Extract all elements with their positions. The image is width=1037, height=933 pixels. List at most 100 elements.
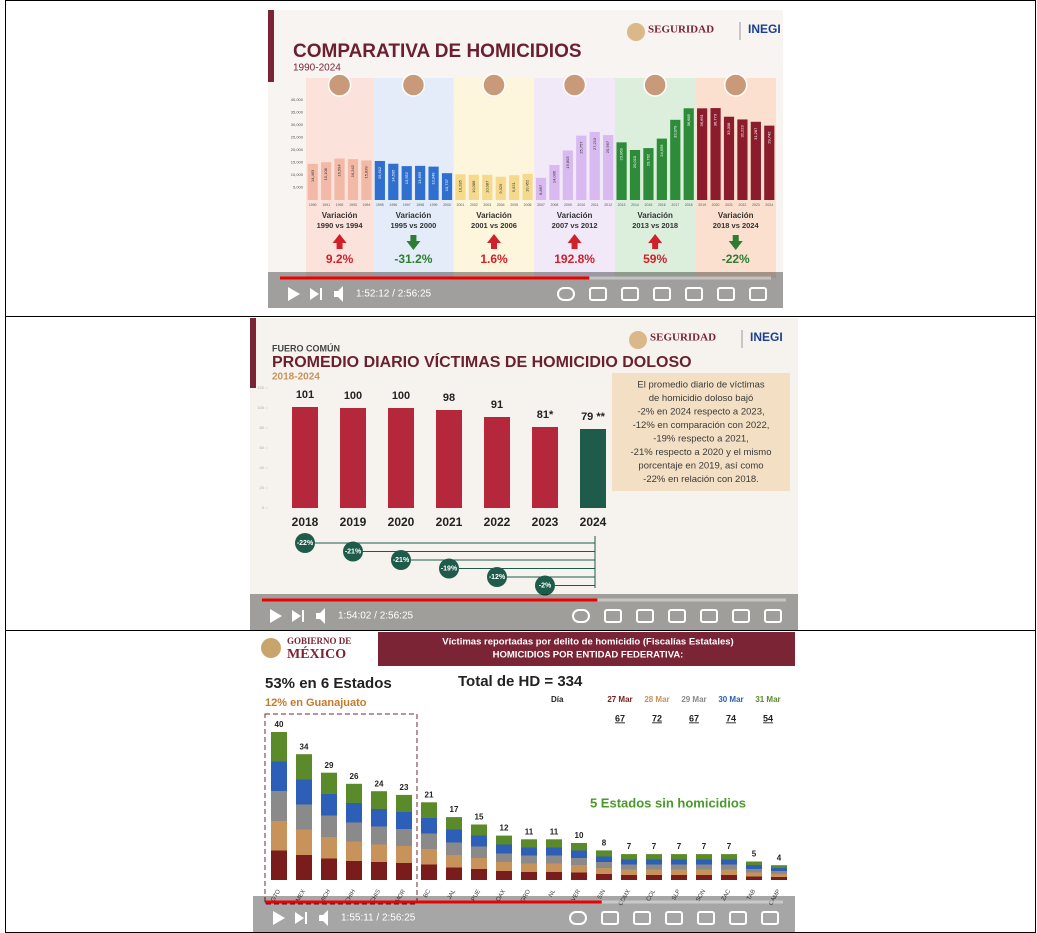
value-label: 9,921 — [511, 181, 516, 192]
note-line: -12% en comparación con 2022, — [633, 420, 770, 431]
x-tick-label: 2020 — [712, 203, 720, 207]
value-label: 98 — [443, 392, 455, 404]
accent-stripe — [250, 318, 256, 388]
y-tick-label: 15,000 — [291, 160, 304, 165]
x-tick-label: 2016 — [658, 203, 666, 207]
accent-stripe — [268, 10, 274, 82]
value-label: 14,006 — [551, 170, 556, 183]
x-tick-label: 1994 — [363, 203, 371, 207]
value-label: 10,452 — [525, 179, 530, 192]
section-label: FUERO COMÚN — [272, 342, 340, 353]
x-tick-label: 2024 — [580, 515, 607, 529]
stacked-bar — [721, 854, 737, 880]
value-label: 81* — [537, 409, 554, 421]
value-label: 8,867 — [538, 184, 543, 195]
y-tick-label: 40,000 — [291, 97, 304, 102]
bar — [436, 410, 462, 508]
portrait — [329, 74, 351, 96]
note-line: -22% en relación con 2018. — [643, 474, 759, 485]
left-subtitle: 12% en Guanajuato — [265, 697, 367, 709]
variation-label: Variación — [718, 211, 754, 220]
total-label: 7 — [702, 842, 707, 851]
value-label: 14,463 — [310, 169, 315, 182]
video-frame: SEGURIDADINEGIFUERO COMÚNPROMEDIO DIARIO… — [250, 318, 798, 630]
header-line: Víctimas reportadas por delito de homici… — [442, 637, 733, 648]
value-label: 29,742 — [766, 131, 771, 144]
value-label: 23,063 — [619, 147, 624, 160]
video-frame: GOBIERNO DEMÉXICOVíctimas reportadas por… — [253, 632, 795, 932]
x-tick-label: 2021 — [436, 515, 463, 529]
value-label: 14,505 — [390, 169, 395, 182]
y-tick-label: 20,000 — [291, 147, 304, 152]
note-line: de homicidio doloso bajó — [649, 393, 754, 404]
stacked-bar — [546, 839, 562, 880]
variation-period: 1995 vs 2000 — [390, 221, 436, 230]
change-label: -19% — [441, 565, 458, 572]
y-tick-label: 20 — [260, 485, 265, 490]
value-label: 10,087 — [484, 180, 489, 193]
stacked-bar — [496, 836, 512, 880]
title: COMPARATIVA DE HOMICIDIOS — [293, 41, 582, 62]
total-label: 11 — [525, 827, 534, 836]
value-label: 36,661 — [699, 113, 704, 126]
variation-value: -22% — [722, 252, 750, 266]
logo-text: INEGI — [750, 330, 783, 344]
change-label: -12% — [489, 574, 506, 581]
variation-period: 2013 vs 2018 — [632, 221, 678, 230]
x-tick-label: 2013 — [618, 203, 626, 207]
x-tick-label: 2008 — [551, 203, 559, 207]
x-tick-label: 2024 — [765, 203, 773, 207]
value-label: 101 — [296, 389, 314, 401]
time-display: 1:54:02 / 2:56:25 — [338, 611, 414, 622]
y-tick-label: 100 — [257, 405, 264, 410]
variation-label: Variación — [557, 211, 593, 220]
portrait — [564, 74, 586, 96]
stacked-bar — [446, 817, 462, 880]
y-tick-label: 5,000 — [293, 185, 304, 190]
value-label: 25,757 — [578, 141, 583, 154]
value-label: 36,773 — [713, 113, 718, 126]
stacked-bar — [696, 854, 712, 880]
total-label: 34 — [300, 742, 309, 751]
stacked-bar — [596, 850, 612, 880]
x-tick-label: 2014 — [631, 203, 639, 207]
value-label: 100 — [392, 390, 410, 402]
stacked-bar — [571, 843, 587, 880]
stacked-bar — [771, 865, 787, 880]
note: 5 Estados sin homicidios — [590, 795, 746, 810]
variation-label: Variación — [396, 211, 432, 220]
x-tick-label: 1993 — [349, 203, 357, 207]
variation-period: 1990 vs 1994 — [317, 221, 364, 230]
day-total: 67 — [615, 713, 625, 723]
variation-label: Variación — [476, 211, 512, 220]
stacked-bar — [271, 732, 287, 880]
x-tick-label: 2021 — [725, 203, 733, 207]
value-label: 100 — [344, 390, 362, 402]
x-tick-label: 2002 — [470, 203, 478, 207]
total-label: 7 — [627, 842, 632, 851]
total-label: 11 — [550, 827, 559, 836]
stacked-bar — [346, 784, 362, 880]
variation-value: -31.2% — [394, 252, 432, 266]
x-tick-label: 1990 — [309, 203, 317, 207]
bar — [532, 427, 558, 508]
bar — [292, 407, 318, 508]
value-label: 15,839 — [363, 166, 368, 179]
value-label: 10,088 — [471, 180, 476, 193]
video-frame: SEGURIDADINEGICOMPARATIVA DE HOMICIDIOS1… — [268, 10, 783, 308]
x-tick-label: 2003 — [483, 203, 491, 207]
note-line: -21% respecto a 2020 y el mismo — [631, 447, 772, 458]
total-label: 12 — [500, 824, 509, 833]
variation-value: 9.2% — [326, 252, 354, 266]
bar — [340, 408, 366, 508]
x-tick-label: 2007 — [537, 203, 545, 207]
variation-label: Variación — [322, 211, 358, 220]
stacked-bar — [671, 854, 687, 880]
x-tick-label: 1999 — [430, 203, 438, 207]
x-tick-label: 2023 — [532, 515, 559, 529]
x-tick-label: 1998 — [416, 203, 424, 207]
seal-icon — [261, 638, 281, 658]
stacked-bar — [471, 825, 487, 881]
stacked-bar — [646, 854, 662, 880]
bar — [375, 161, 385, 200]
